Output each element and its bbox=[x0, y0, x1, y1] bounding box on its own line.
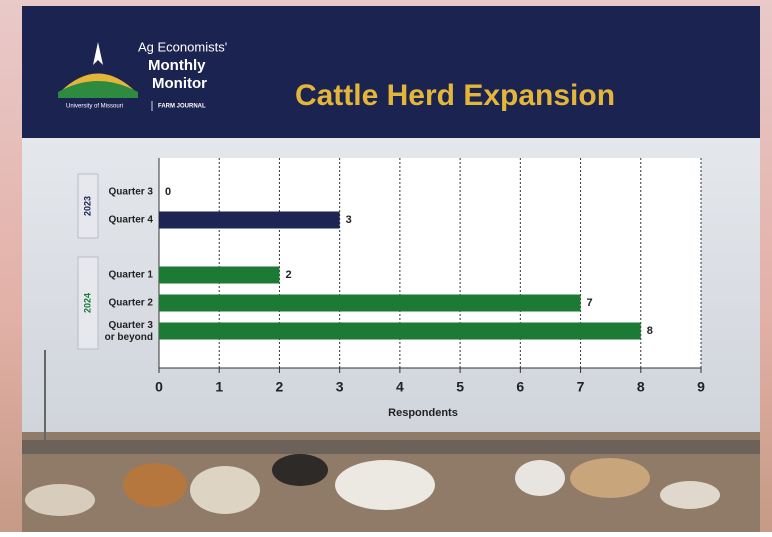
cow bbox=[25, 484, 95, 516]
bar bbox=[159, 295, 581, 312]
cow bbox=[190, 466, 260, 514]
group-label: 2024 bbox=[82, 293, 92, 313]
cow bbox=[123, 463, 187, 507]
x-tick-label: 4 bbox=[396, 379, 404, 395]
bar bbox=[159, 267, 279, 284]
y-tick-label: Quarter 4 bbox=[109, 215, 154, 226]
cow bbox=[570, 458, 650, 498]
x-tick-label: 1 bbox=[215, 379, 223, 395]
value-label: 8 bbox=[647, 325, 653, 337]
page: {"logo": {"line1": "Ag Economists'", "li… bbox=[0, 0, 772, 532]
logo-line1: Ag Economists' bbox=[138, 39, 227, 54]
cow bbox=[335, 460, 435, 510]
x-axis-label: Respondents bbox=[388, 407, 458, 419]
logo-org2: FARM JOURNAL bbox=[158, 104, 206, 110]
cow bbox=[515, 460, 565, 496]
chart-title: Cattle Herd Expansion bbox=[295, 79, 615, 112]
y-tick-label: Quarter 2 bbox=[109, 298, 154, 309]
y-tick-label: Quarter 1 bbox=[109, 270, 154, 281]
value-label: 0 bbox=[165, 186, 171, 198]
x-tick-label: 7 bbox=[577, 379, 585, 395]
group-label: 2023 bbox=[82, 196, 92, 216]
bar bbox=[159, 323, 641, 340]
logo-org1: University of Missouri bbox=[66, 104, 123, 110]
x-tick-label: 5 bbox=[456, 379, 464, 395]
cow bbox=[660, 481, 720, 509]
value-label: 3 bbox=[346, 214, 352, 226]
logo-line3: Monitor bbox=[152, 75, 207, 92]
bar bbox=[159, 212, 340, 229]
x-tick-label: 8 bbox=[637, 379, 645, 395]
header bbox=[22, 6, 760, 138]
logo-line2: Monthly bbox=[148, 57, 206, 74]
value-label: 7 bbox=[587, 297, 593, 309]
y-tick-label: Quarter 3 bbox=[109, 187, 154, 198]
x-tick-label: 6 bbox=[516, 379, 524, 395]
fence bbox=[22, 440, 760, 454]
x-tick-label: 3 bbox=[336, 379, 344, 395]
chart: Ag Economists' Monthly Monitor Universit… bbox=[0, 0, 772, 532]
x-tick-label: 9 bbox=[697, 379, 705, 395]
x-tick-label: 0 bbox=[155, 379, 163, 395]
cow bbox=[272, 454, 328, 486]
value-label: 2 bbox=[285, 269, 291, 281]
x-tick-label: 2 bbox=[276, 379, 284, 395]
